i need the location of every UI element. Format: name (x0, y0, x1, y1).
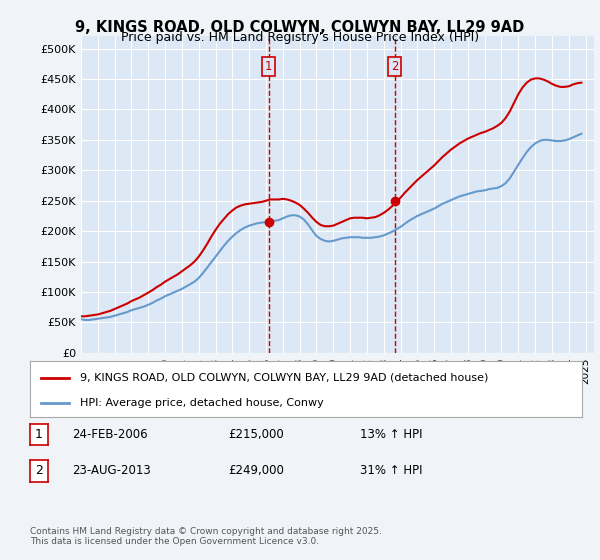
Text: £215,000: £215,000 (228, 428, 284, 441)
Text: 1: 1 (35, 428, 43, 441)
Text: 1: 1 (265, 60, 272, 73)
Text: 13% ↑ HPI: 13% ↑ HPI (360, 428, 422, 441)
Text: 9, KINGS ROAD, OLD COLWYN, COLWYN BAY, LL29 9AD (detached house): 9, KINGS ROAD, OLD COLWYN, COLWYN BAY, L… (80, 373, 488, 383)
Text: 23-AUG-2013: 23-AUG-2013 (72, 464, 151, 478)
Text: £249,000: £249,000 (228, 464, 284, 478)
Text: 24-FEB-2006: 24-FEB-2006 (72, 428, 148, 441)
Text: Contains HM Land Registry data © Crown copyright and database right 2025.
This d: Contains HM Land Registry data © Crown c… (30, 526, 382, 546)
Text: 2: 2 (391, 60, 398, 73)
Text: 2: 2 (35, 464, 43, 478)
Text: Price paid vs. HM Land Registry's House Price Index (HPI): Price paid vs. HM Land Registry's House … (121, 31, 479, 44)
Text: 31% ↑ HPI: 31% ↑ HPI (360, 464, 422, 478)
Text: 9, KINGS ROAD, OLD COLWYN, COLWYN BAY, LL29 9AD: 9, KINGS ROAD, OLD COLWYN, COLWYN BAY, L… (76, 20, 524, 35)
Text: HPI: Average price, detached house, Conwy: HPI: Average price, detached house, Conw… (80, 398, 323, 408)
